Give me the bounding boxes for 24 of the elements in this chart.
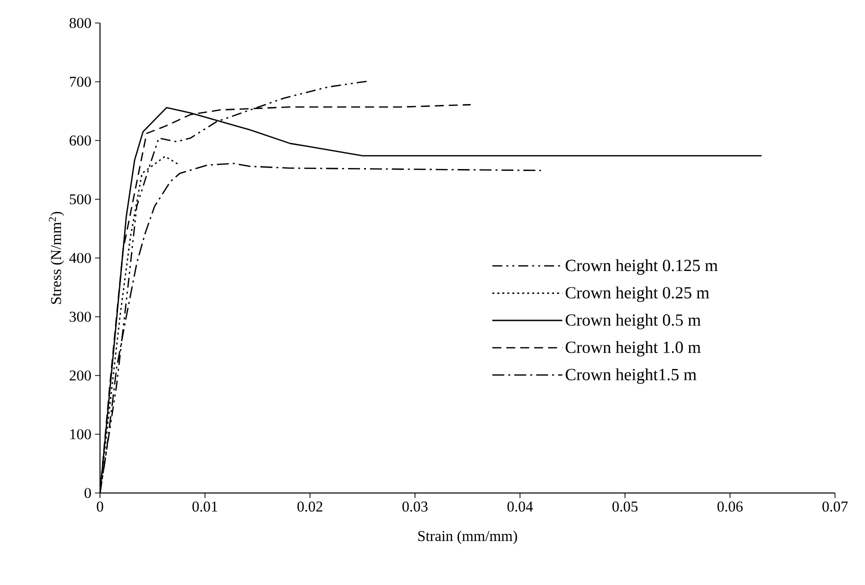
legend-label: Crown height 0.125 m — [566, 259, 718, 275]
y-tick-label: 500 — [70, 194, 91, 204]
x-tick-label: 0.07 — [822, 502, 848, 512]
x-tick-label: 0.04 — [507, 502, 533, 512]
y-tick-label: 200 — [70, 370, 91, 381]
legend-label: Crown height 0.5 m — [566, 314, 701, 330]
y-tick-label: 800 — [70, 18, 91, 28]
y-axis-title: Stress (N/mm$^{2}$) — [48, 212, 64, 304]
legend-label: Crown height1.5 m — [566, 368, 696, 384]
x-axis-title: Strain (mm/mm) — [418, 530, 518, 544]
y-tick-label: 300 — [70, 312, 91, 322]
x-tick-label: 0.03 — [402, 502, 428, 512]
y-tick-label: 400 — [69, 252, 91, 264]
x-tick-label: 0.01 — [192, 502, 218, 512]
legend-label: Crown height 0.25 m — [566, 286, 710, 302]
x-tick-label: 0.02 — [297, 502, 322, 512]
y-tick-label: 700 — [70, 76, 91, 87]
legend-label: Crown height 1.0 m — [566, 341, 701, 357]
x-tick-label: 0 — [96, 502, 104, 512]
y-tick-label: 600 — [70, 135, 91, 146]
y-tick-label: 100 — [70, 429, 91, 440]
x-tick-label: 0.05 — [612, 502, 638, 512]
x-tick-label: 0.06 — [717, 502, 743, 512]
y-tick-label: 0 — [84, 488, 91, 498]
